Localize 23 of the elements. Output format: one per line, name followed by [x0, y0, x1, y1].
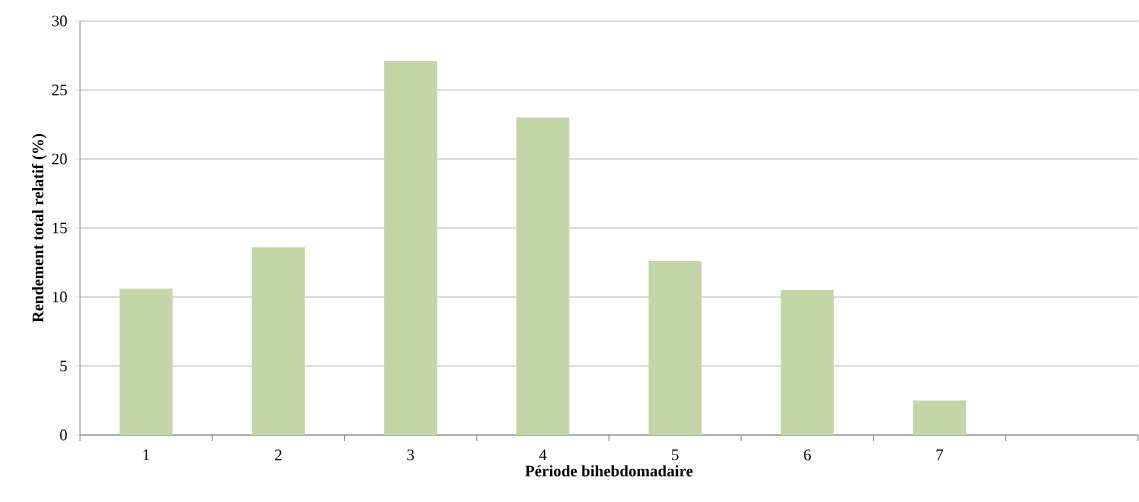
bar: [384, 61, 438, 435]
bar: [516, 117, 570, 435]
bar: [119, 288, 173, 435]
bar: [251, 247, 305, 435]
y-axis-title: Rendement total relatif (%): [31, 133, 47, 323]
x-tick-label: 6: [804, 449, 811, 461]
x-tick-label: 7: [936, 449, 944, 461]
x-tick-label: 2: [275, 449, 282, 461]
bar: [780, 290, 834, 435]
y-tick-label: 25: [52, 84, 67, 96]
x-tick-label: 5: [672, 449, 679, 461]
bar: [913, 400, 967, 435]
x-tick-label: 4: [539, 449, 547, 461]
x-tick-label: 1: [143, 449, 150, 461]
y-tick-label: 5: [60, 360, 67, 372]
y-tick-label: 20: [52, 153, 67, 165]
bar: [648, 261, 702, 435]
x-axis-title: Période bihebdomadaire: [525, 465, 693, 477]
y-tick-label: 30: [52, 15, 67, 27]
y-tick-label: 0: [60, 429, 67, 441]
x-tick-label: 3: [407, 449, 414, 461]
y-tick-label: 10: [52, 291, 67, 303]
y-tick-label: 15: [52, 222, 67, 234]
